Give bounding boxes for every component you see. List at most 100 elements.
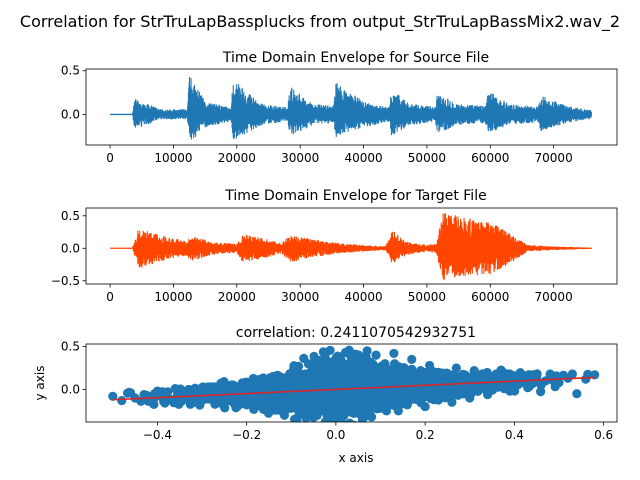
scatter-point (465, 393, 475, 403)
scatter-point (341, 378, 351, 388)
scatter-point (366, 412, 377, 422)
source-envelope-frame (85, 68, 618, 146)
scatter-point (331, 379, 341, 390)
scatter-point (390, 359, 400, 369)
scatter-point (292, 416, 302, 422)
scatter-point (393, 406, 403, 416)
scatter-point (268, 401, 279, 412)
scatter-point (318, 347, 328, 357)
scatter-point (416, 365, 426, 376)
y-tick-label: −0.5 (51, 274, 80, 288)
scatter-point (433, 367, 444, 377)
scatter-point (402, 400, 412, 410)
scatter-point (352, 374, 362, 384)
scatter-point (505, 386, 515, 396)
scatter-point (304, 406, 314, 416)
x-tick-label: 40000 (344, 151, 382, 165)
scatter-point (373, 372, 384, 382)
scatter-point (420, 401, 430, 412)
scatter-point (312, 410, 322, 421)
scatter-point (246, 382, 256, 392)
scatter-point (407, 354, 417, 365)
scatter-point (442, 369, 453, 379)
x-tick-label: 50000 (408, 151, 446, 165)
scatter-point (447, 397, 457, 407)
scatter-point (344, 359, 354, 369)
scatter-point (340, 347, 351, 358)
scatter-point (340, 401, 350, 412)
scatter-point (282, 376, 292, 386)
scatter-point (456, 386, 466, 396)
scatter-point (264, 377, 274, 388)
scatter-point (474, 383, 484, 393)
scatter-point (403, 385, 413, 395)
scatter-point (291, 380, 301, 390)
x-tick-label: 0.4 (505, 428, 524, 442)
scatter-point (273, 383, 283, 393)
scatter-point (228, 380, 238, 390)
x-tick-label: 0.6 (594, 428, 613, 442)
scatter-point (304, 384, 315, 394)
scatter-point (364, 376, 374, 386)
scatter-point (427, 384, 437, 394)
scatter-point (382, 374, 393, 384)
scatter-point (313, 393, 323, 403)
x-tick-label: 0.0 (326, 428, 345, 442)
target-envelope-plot-area (110, 213, 592, 281)
scatter-point (219, 381, 229, 391)
scatter-point (554, 377, 564, 388)
scatter-point (184, 384, 194, 395)
scatter-point (342, 388, 352, 398)
scatter-point (389, 348, 399, 359)
target-envelope-axes: 0 10000 20000 30000 40000 50000 60000 70000 0.5 0… (51, 209, 573, 304)
x-tick-label: 0.2 (416, 428, 435, 442)
correlation-scatter-panel: correlation: 0.2411070542932751 −0.4 −0.2… (33, 325, 618, 465)
scatter-point (317, 367, 328, 377)
source-envelope-plot-area (110, 76, 592, 140)
scatter-point (358, 397, 368, 407)
x-tick-label: 20000 (218, 290, 256, 304)
correlation-axes: −0.4 −0.2 0.0 0.2 0.4 0.6 0.5 0.0 (61, 340, 613, 442)
scatter-point (518, 374, 528, 384)
y-tick-label: 0.5 (61, 340, 80, 354)
scatter-point (249, 404, 259, 414)
scatter-point (375, 392, 385, 403)
scatter-point (491, 369, 502, 379)
scatter-point (179, 393, 189, 403)
scatter-point (295, 397, 305, 407)
scatter-point (210, 398, 220, 408)
scatter-point (313, 382, 323, 392)
scatter-point (375, 403, 386, 413)
figure-suptitle: Correlation for StrTruLapBassplucks from… (20, 12, 620, 32)
scatter-point (460, 371, 470, 382)
x-tick-label: 30000 (281, 290, 319, 304)
scatter-point (250, 396, 261, 407)
scatter-point (143, 396, 154, 407)
scatter-point (290, 361, 301, 372)
x-tick-label: 40000 (344, 290, 382, 304)
scatter-point (188, 397, 198, 407)
scatter-point (242, 400, 252, 410)
scatter-point (331, 414, 341, 422)
scatter-point (206, 382, 216, 392)
scatter-point (170, 383, 180, 394)
x-tick-label: 20000 (218, 151, 256, 165)
y-tick-label: 0.5 (61, 209, 80, 223)
scatter-point (399, 377, 409, 387)
correlation-frame (85, 343, 618, 423)
scatter-point (451, 363, 461, 373)
scatter-point (255, 378, 265, 389)
correlation-title: correlation: 0.2411070542932751 (236, 325, 476, 341)
scatter-point (326, 369, 337, 379)
scatter-point (366, 397, 376, 408)
target-envelope-title: Time Domain Envelope for Target File (224, 188, 486, 204)
y-axis-label: y axis (33, 366, 47, 401)
scatter-point (469, 365, 479, 376)
scatter-point (478, 372, 488, 383)
y-tick-label: 0.5 (61, 64, 80, 78)
scatter-point (572, 389, 582, 399)
correlation-plot-area (108, 345, 600, 422)
x-tick-label: 0 (106, 151, 114, 165)
scatter-point (391, 373, 401, 383)
